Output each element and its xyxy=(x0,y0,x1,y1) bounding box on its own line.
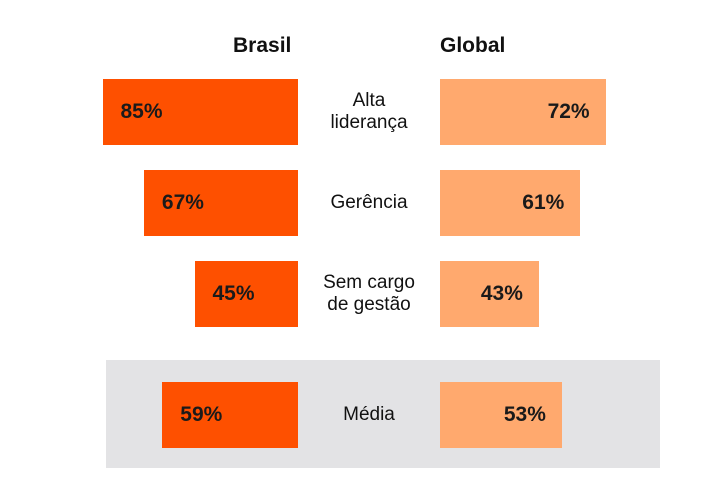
data-label-global-sem-cargo-de-gestao: 43% xyxy=(480,282,523,305)
bar-brasil-gerencia xyxy=(143,170,298,236)
category-label-media: Média xyxy=(343,404,395,425)
bar-brasil-media xyxy=(162,382,298,448)
bar-brasil-alta-lideranca xyxy=(102,79,298,145)
bar-global-alta-lideranca xyxy=(440,79,606,145)
bar-brasil-sem-cargo-de-gestao xyxy=(194,261,298,327)
data-label-brasil-media: 59% xyxy=(180,403,223,426)
series-title-brasil: Brasil xyxy=(233,34,292,57)
data-label-global-alta-lideranca: 72% xyxy=(547,100,590,123)
bar-global-gerencia xyxy=(440,170,581,236)
data-label-global-gerencia: 61% xyxy=(522,191,565,214)
bar-global-media xyxy=(440,382,562,448)
series-title-global: Global xyxy=(440,34,506,57)
data-label-brasil-sem-cargo-de-gestao: 45% xyxy=(212,282,255,305)
data-label-brasil-alta-lideranca: 85% xyxy=(120,100,163,123)
category-label-gerencia: Gerência xyxy=(330,192,408,213)
bar-global-sem-cargo-de-gestao xyxy=(440,261,539,327)
data-label-brasil-gerencia: 67% xyxy=(161,191,204,214)
category-label-sem-cargo-de-gestao: Sem cargo de gestão xyxy=(323,272,415,315)
data-label-global-media: 53% xyxy=(503,403,546,426)
category-label-alta-lideranca: Alta liderança xyxy=(330,90,408,133)
